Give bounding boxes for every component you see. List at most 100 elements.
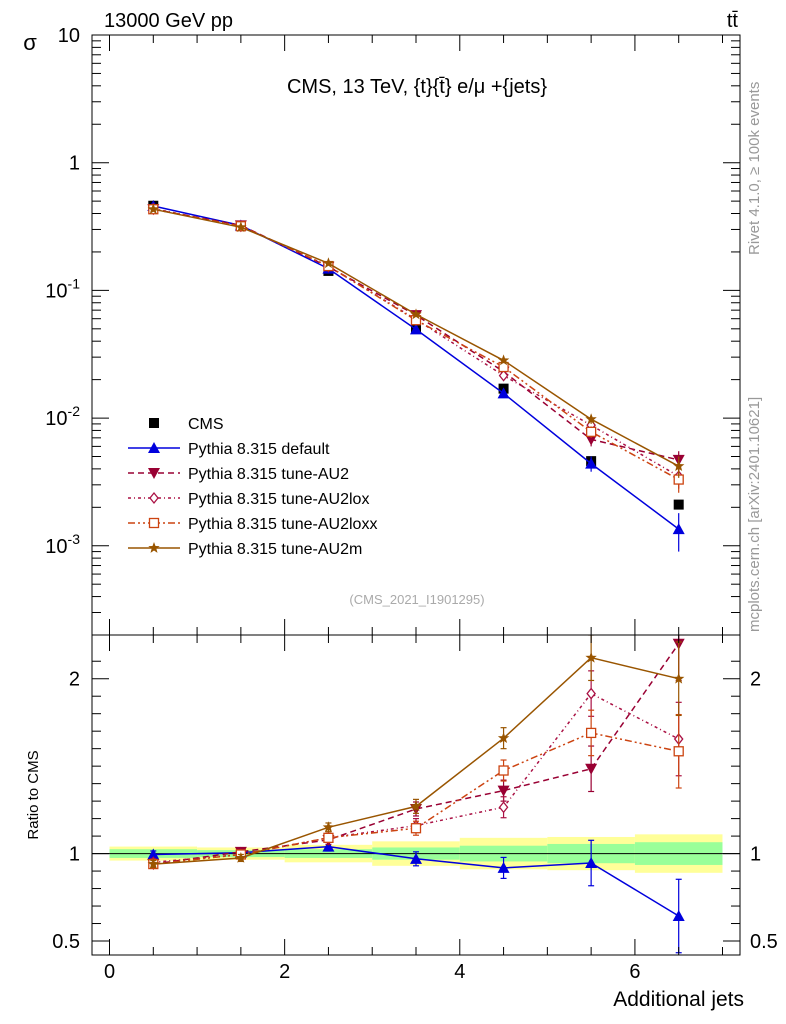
x-tick-label: 6	[629, 961, 640, 983]
ratio-y-tick-label-right: 1	[750, 844, 761, 866]
ratio-point	[410, 823, 422, 834]
ratio-y-tick-labels: 0.5 0.5 1 1 2 2	[52, 669, 778, 953]
process-label: tt̄	[727, 10, 739, 32]
x-tick-labels: 0 2 4 6	[104, 961, 641, 983]
ratio-point	[585, 857, 598, 869]
data-point	[497, 354, 510, 366]
ratio-y-tick-label: 2	[69, 669, 80, 691]
ratio-point	[410, 852, 422, 864]
y-tick-label: 10-2	[45, 403, 80, 430]
ratio-y-axis-label: Ratio to CMS	[25, 750, 42, 839]
legend-item-cms: CMS	[149, 416, 224, 433]
ratio-point	[497, 861, 510, 873]
ratio-point	[322, 840, 335, 852]
data-point	[585, 426, 597, 437]
legend-marker	[148, 468, 160, 479]
ratio-point	[147, 848, 160, 860]
series-pythia-8-315-tune-au2	[147, 204, 685, 471]
x-tick-label: 0	[104, 961, 115, 983]
ratio-point	[497, 785, 510, 797]
data-point	[410, 315, 422, 326]
data-point	[673, 499, 684, 510]
ratio-point	[585, 763, 598, 775]
ratio-point	[322, 821, 335, 833]
chart-title: CMS, 13 TeV, {t}{t̄} e/μ +{jets}	[287, 76, 547, 98]
series-cms	[148, 200, 684, 510]
data-point	[673, 460, 685, 471]
series-line	[153, 208, 680, 481]
ratio-axis-ticks	[92, 635, 740, 955]
legend-label: Pythia 8.315 tune-AU2m	[188, 541, 362, 558]
ratio-y-tick-label: 1	[69, 844, 80, 866]
data-point	[585, 434, 598, 446]
legend-label: CMS	[188, 416, 224, 433]
series-pythia-8-315-tune-au2m	[147, 203, 685, 478]
legend-marker	[148, 442, 160, 453]
series-line	[153, 208, 680, 467]
legend-marker	[148, 517, 160, 529]
analysis-tag: (CMS_2021_I1901295)	[349, 592, 484, 607]
x-tick-label: 4	[454, 961, 465, 983]
legend-label: Pythia 8.315 tune-AU2loxx	[188, 516, 377, 533]
legend-item-pythia-8-315-default: Pythia 8.315 default	[128, 441, 330, 458]
ratio-series	[147, 635, 685, 954]
legend-marker	[149, 418, 159, 428]
data-point	[147, 203, 159, 215]
x-axis-label: Additional jets	[613, 988, 744, 1011]
ratio-point	[498, 801, 509, 814]
legend-label: Pythia 8.315 default	[188, 441, 330, 458]
legend-item-pythia-8-315-tune-au2: Pythia 8.315 tune-AU2	[128, 466, 349, 483]
data-point	[235, 221, 247, 233]
ratio-point	[586, 687, 596, 700]
data-point	[497, 387, 510, 399]
ratio-point	[497, 732, 510, 743]
legend-item-pythia-8-315-tune-au2loxx: Pythia 8.315 tune-AU2loxx	[128, 516, 377, 533]
y-axis-label: σ	[23, 30, 37, 55]
ratio-point	[673, 746, 684, 757]
data-point	[585, 413, 597, 424]
data-point	[498, 369, 509, 382]
data-point	[672, 523, 685, 535]
ratio-point	[323, 832, 334, 843]
data-point	[410, 308, 422, 320]
ratio-point	[585, 727, 597, 739]
legend-marker	[148, 542, 160, 553]
mcplots-label: mcplots.cern.ch [arXiv:2401.10621]	[746, 397, 763, 632]
legend-marker	[149, 491, 159, 505]
ratio-point	[585, 651, 597, 663]
ratio-y-tick-label: 0.5	[52, 931, 80, 953]
legend-label: Pythia 8.315 tune-AU2lox	[188, 491, 369, 508]
ratio-y-tick-label-right: 2	[750, 669, 761, 691]
rivet-label: Rivet 4.1.0, ≥ 100k events	[746, 82, 763, 255]
ratio-point	[147, 858, 159, 869]
ratio-point	[235, 852, 247, 863]
y-tick-label: 10-1	[45, 275, 80, 302]
energy-label: 13000 GeV pp	[104, 10, 233, 32]
main-panel: σ CMS, 13 TeV, {t}{t̄} e/μ +{jets} (CMS_…	[23, 25, 741, 636]
y-tick-label: 1	[69, 153, 80, 175]
ratio-point	[410, 800, 422, 812]
x-tick-label: 2	[279, 961, 290, 983]
data-point	[410, 323, 422, 335]
legend-item-pythia-8-315-tune-au2m: Pythia 8.315 tune-AU2m	[128, 541, 362, 558]
ratio-point	[498, 765, 509, 776]
series-line	[153, 208, 679, 461]
ratio-series-pythia-8-315-tune-au2m	[147, 635, 685, 869]
legend-label: Pythia 8.315 tune-AU2	[188, 466, 349, 483]
ratio-frame	[91, 634, 741, 956]
legend: CMS Pythia 8.315 default Pythia 8.315 tune…	[128, 416, 377, 558]
ratio-point	[672, 910, 685, 922]
data-uncertainty-bands	[109, 834, 723, 873]
ratio-point	[673, 672, 685, 684]
y-tick-label: 10-3	[45, 531, 80, 558]
ratio-panel: 0.5 0.5 1 1 2 2 0 2 4 6 Ratio to CMS Additional …	[25, 634, 778, 1011]
data-point	[322, 257, 335, 269]
main-axis-ticks	[92, 34, 740, 636]
legend-item-pythia-8-315-tune-au2lox: Pythia 8.315 tune-AU2lox	[128, 491, 369, 508]
y-tick-label: 10	[58, 25, 80, 47]
ratio-y-tick-label-right: 0.5	[750, 931, 778, 953]
main-series	[147, 199, 685, 552]
data-point	[585, 457, 598, 469]
main-y-tick-labels: 10 1 10-1 10-2 10-3	[45, 25, 80, 558]
